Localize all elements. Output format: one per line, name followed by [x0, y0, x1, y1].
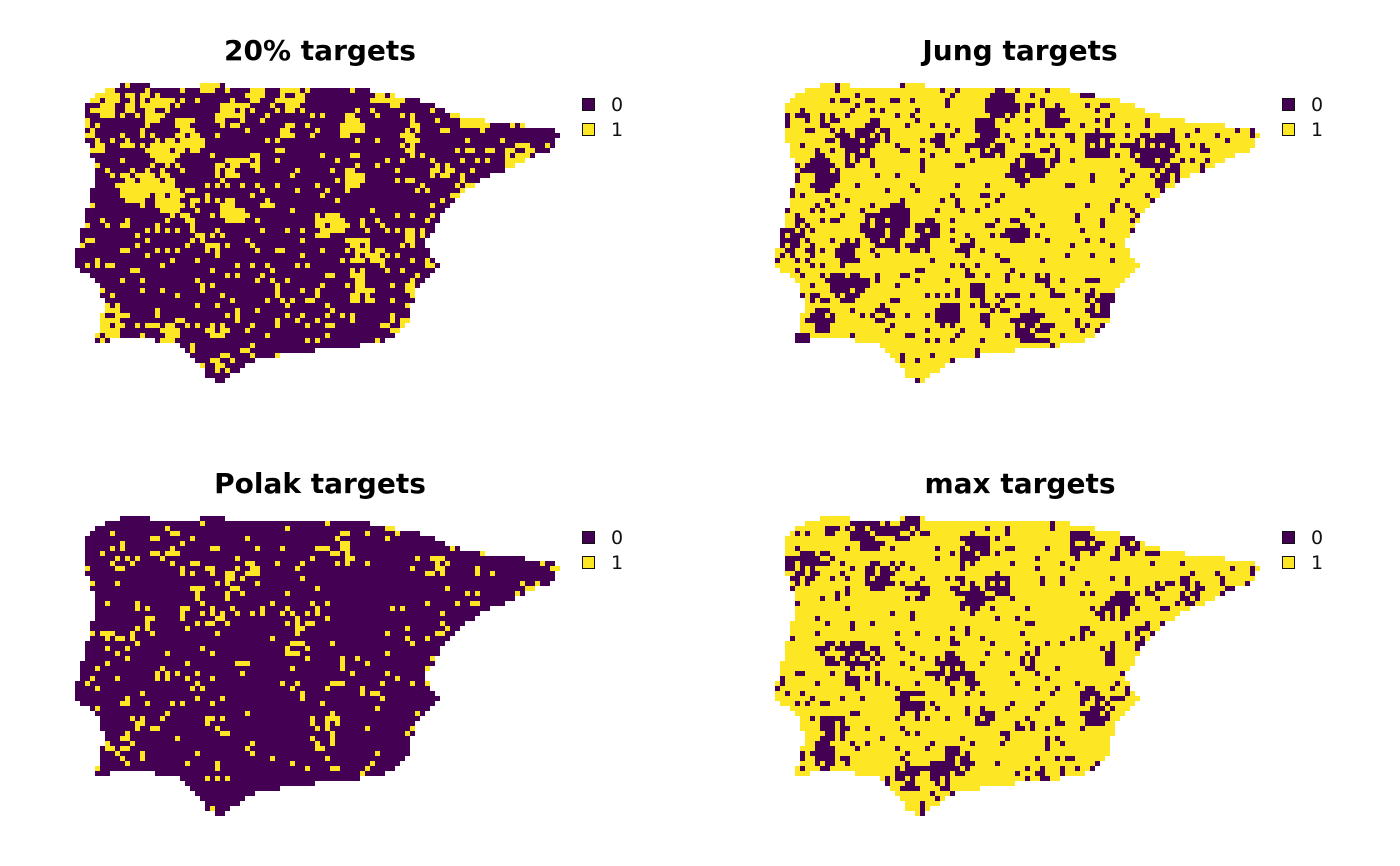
- legend-swatch-0: [1282, 98, 1295, 111]
- legend-label: 0: [611, 93, 624, 116]
- legend-swatch-0: [582, 531, 595, 544]
- panel-title: 20% targets: [224, 34, 416, 67]
- legend-swatch-1: [582, 123, 595, 136]
- map-raster: [75, 516, 560, 816]
- legend-label: 1: [611, 118, 624, 141]
- map-raster: [775, 516, 1260, 816]
- panel-polak: Polak targets 0 1: [0, 433, 700, 866]
- legend-swatch-1: [582, 556, 595, 569]
- legend-item: 1: [582, 117, 623, 142]
- legend-item: 0: [582, 92, 623, 117]
- raster-cells: [75, 83, 560, 383]
- legend-item: 0: [1282, 525, 1323, 550]
- legend: 0 1: [582, 525, 623, 575]
- panel-title: max targets: [924, 467, 1116, 500]
- legend-label: 1: [1311, 551, 1324, 574]
- panel-20pct: 20% targets 0 1: [0, 0, 700, 433]
- legend-label: 1: [1311, 118, 1324, 141]
- raster-cells: [775, 83, 1260, 383]
- panel-title: Jung targets: [922, 34, 1118, 67]
- legend-label: 0: [611, 526, 624, 549]
- legend-swatch-1: [1282, 123, 1295, 136]
- legend-label: 0: [1311, 526, 1324, 549]
- legend-item: 1: [1282, 550, 1323, 575]
- legend-swatch-1: [1282, 556, 1295, 569]
- legend: 0 1: [1282, 92, 1323, 142]
- legend-label: 1: [611, 551, 624, 574]
- raster-cells: [775, 516, 1260, 816]
- legend-label: 0: [1311, 93, 1324, 116]
- legend-swatch-0: [582, 98, 595, 111]
- legend-item: 1: [1282, 117, 1323, 142]
- legend-swatch-0: [1282, 531, 1295, 544]
- legend-item: 1: [582, 550, 623, 575]
- legend: 0 1: [582, 92, 623, 142]
- panel-title: Polak targets: [214, 467, 426, 500]
- legend: 0 1: [1282, 525, 1323, 575]
- map-raster: [75, 83, 560, 383]
- legend-item: 0: [582, 525, 623, 550]
- legend-item: 0: [1282, 92, 1323, 117]
- panel-jung: Jung targets 0 1: [700, 0, 1400, 433]
- raster-cells: [75, 516, 560, 816]
- map-raster: [775, 83, 1260, 383]
- panel-max: max targets 0 1: [700, 433, 1400, 866]
